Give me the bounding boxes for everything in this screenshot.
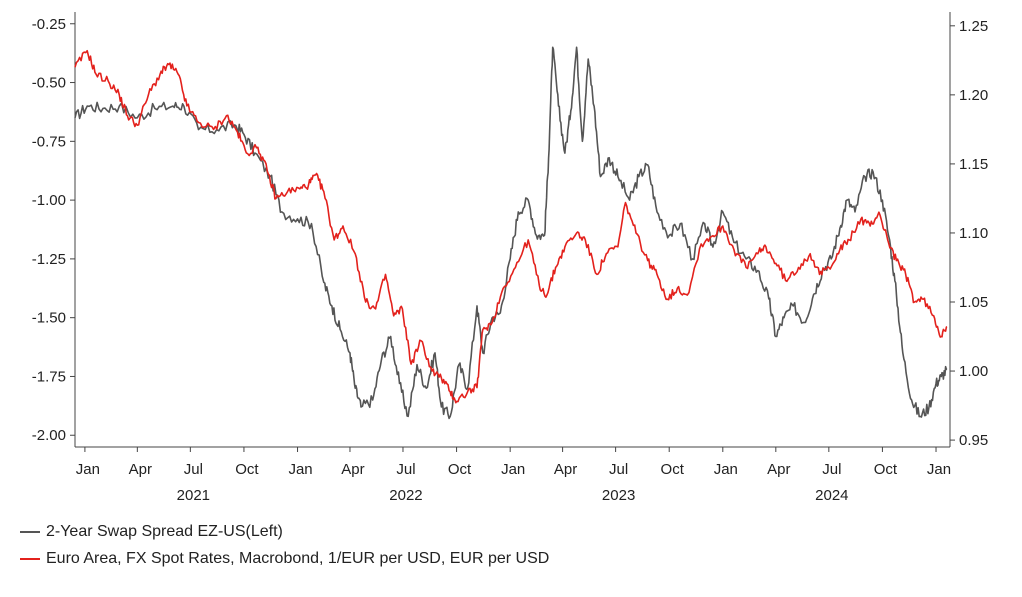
left-tick-label: -1.50 <box>32 310 66 327</box>
x-axis: Jan Apr Jul Oct Jan Apr Jul Oct Jan Apr Jul Oct Jan A… <box>76 447 951 504</box>
right-tick-label: 1.25 <box>959 18 988 35</box>
legend: 2-Year Swap Spread EZ-US(Left) Euro Area… <box>18 518 549 572</box>
x-tick-label: Jan <box>927 461 951 478</box>
series-line-eurusd <box>74 49 948 404</box>
left-tick-label: -0.50 <box>32 75 66 92</box>
x-tick-label: Jan <box>714 461 738 478</box>
left-axis: -2.00 -1.75 -1.50 -1.25 -1.00 -0.75 -0.50 -0.25 <box>32 16 75 444</box>
x-tick-label: Jul <box>396 461 415 478</box>
legend-item-swap-spread[interactable]: 2-Year Swap Spread EZ-US(Left) <box>18 518 549 545</box>
right-tick-label: 1.05 <box>959 294 988 311</box>
right-tick-label: 1.20 <box>959 87 988 104</box>
x-tick-label: Jul <box>184 461 203 478</box>
x-tick-label: Apr <box>554 461 577 478</box>
x-year-label: 2023 <box>602 487 635 504</box>
legend-label-swap-spread: 2-Year Swap Spread EZ-US(Left) <box>46 522 283 540</box>
x-tick-label: Jul <box>822 461 841 478</box>
x-tick-label: Apr <box>767 461 790 478</box>
series-layer <box>74 46 948 420</box>
x-year-label: 2024 <box>815 487 848 504</box>
x-tick-label: Jan <box>501 461 525 478</box>
legend-label-eurusd: Euro Area, FX Spot Rates, Macrobond, 1/E… <box>46 549 550 567</box>
left-tick-label: -1.25 <box>32 251 66 268</box>
right-tick-label: 0.95 <box>959 432 988 449</box>
x-tick-label: Jan <box>288 461 312 478</box>
legend-item-eurusd[interactable]: Euro Area, FX Spot Rates, Macrobond, 1/E… <box>18 545 549 572</box>
series-line-swap-spread <box>74 46 948 420</box>
chart: -2.00 -1.75 -1.50 -1.25 -1.00 -0.75 -0.50 -0.25… <box>32 12 988 504</box>
left-tick-label: -0.25 <box>32 16 66 33</box>
x-year-label: 2021 <box>177 487 210 504</box>
left-tick-label: -2.00 <box>32 427 66 444</box>
right-tick-label: 1.15 <box>959 156 988 173</box>
left-tick-label: -1.00 <box>32 192 66 209</box>
right-axis: 0.95 1.00 1.05 1.10 1.15 1.20 1.25 <box>950 18 988 449</box>
left-tick-label: -0.75 <box>32 133 66 150</box>
x-tick-label: Oct <box>874 461 898 478</box>
x-tick-label: Oct <box>235 461 259 478</box>
legend-swatch-eurusd <box>20 557 40 560</box>
x-tick-label: Oct <box>448 461 472 478</box>
x-tick-label: Apr <box>129 461 152 478</box>
x-tick-label: Oct <box>661 461 685 478</box>
x-tick-label: Jul <box>609 461 628 478</box>
legend-swatch-swap-spread <box>20 530 40 533</box>
left-tick-label: -1.75 <box>32 368 66 385</box>
right-tick-label: 1.10 <box>959 225 988 242</box>
x-tick-label: Jan <box>76 461 100 478</box>
x-tick-label: Apr <box>341 461 364 478</box>
x-year-label: 2022 <box>389 487 422 504</box>
right-tick-label: 1.00 <box>959 363 988 380</box>
